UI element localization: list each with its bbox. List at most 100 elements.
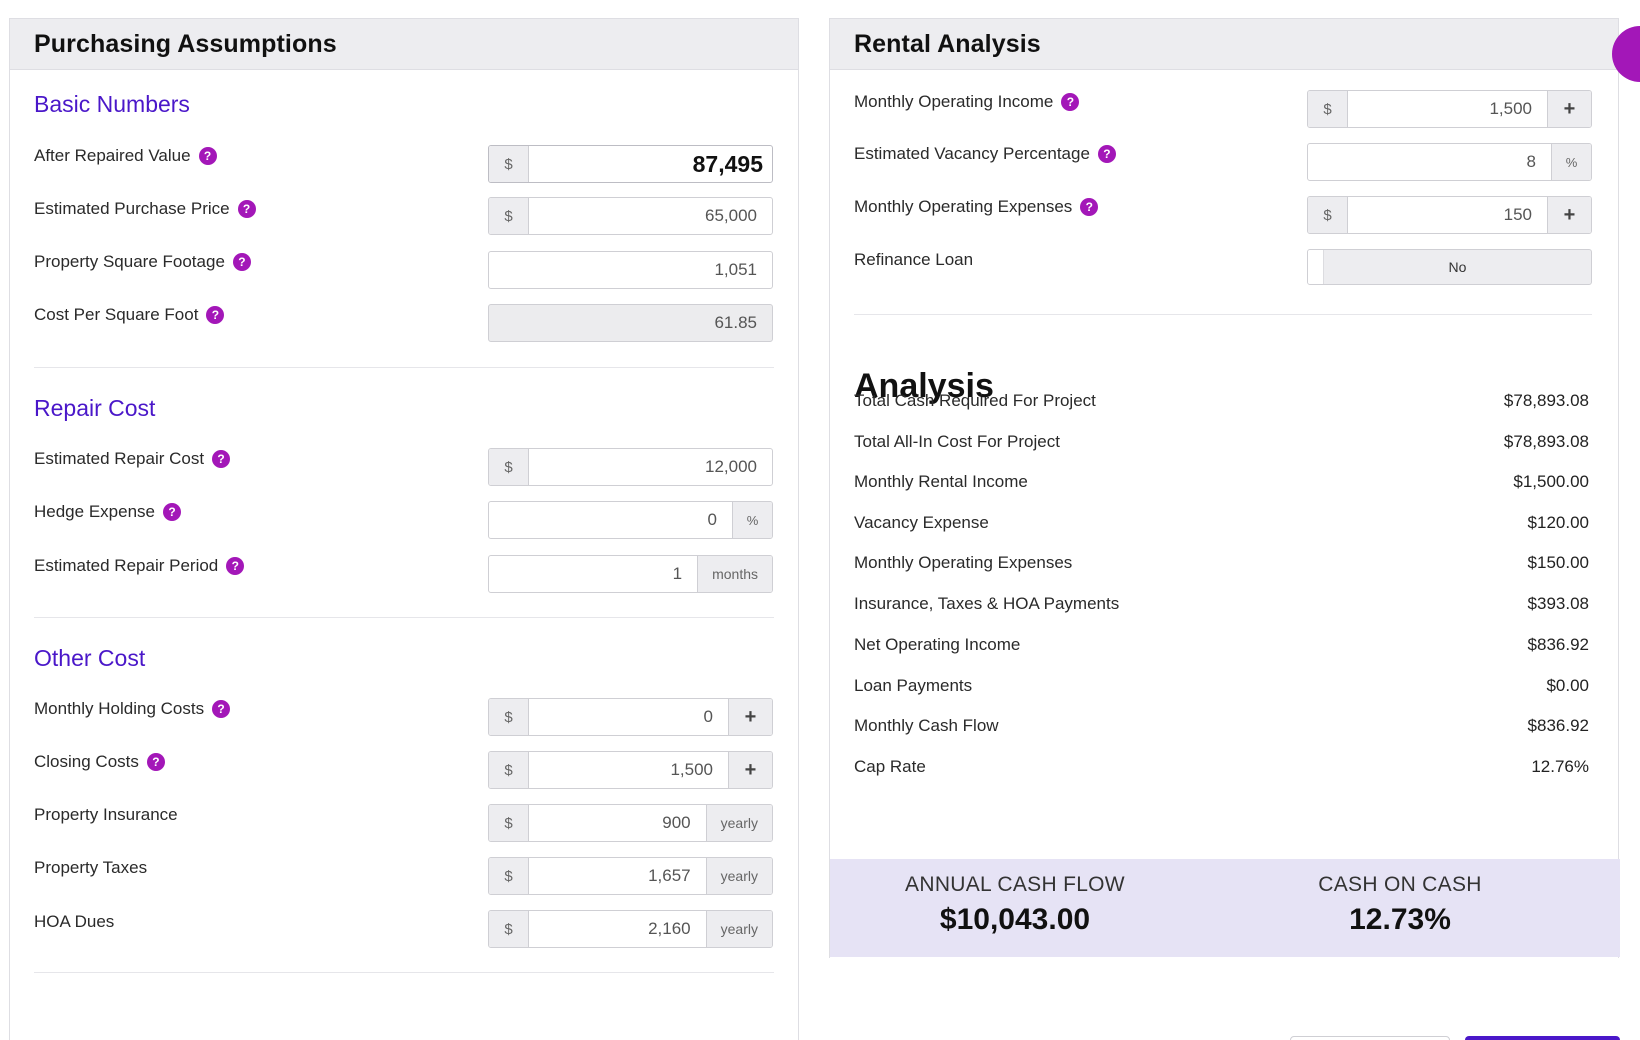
arv-label-text: After Repaired Value	[34, 146, 191, 165]
help-icon[interactable]: ?	[226, 557, 245, 575]
dollar-prefix: $	[489, 198, 529, 234]
operating-income-label: Monthly Operating Income ?	[854, 92, 1080, 112]
analysis-row-value: $393.08	[1527, 594, 1589, 613]
operating-expenses-input[interactable]: $ 150 +	[1307, 196, 1592, 234]
annual-cash-flow: ANNUAL CASH FLOW $10,043.00	[900, 873, 1130, 937]
analysis-row-label: Monthly Operating Expenses	[854, 553, 1073, 572]
analysis-row-label: Loan Payments	[854, 676, 973, 695]
help-icon[interactable]: ?	[198, 147, 217, 165]
percent-suffix: %	[732, 502, 772, 538]
vacancy-percentage-input[interactable]: 8 %	[1307, 143, 1592, 181]
analysis-row: Net Operating Income $836.92	[854, 635, 1589, 655]
annual-cash-flow-label: ANNUAL CASH FLOW	[905, 873, 1125, 896]
analysis-row-value: $1,500.00	[1513, 472, 1589, 491]
purchase-price-value[interactable]: 65,000	[705, 206, 757, 225]
refinance-loan-value: No	[1448, 259, 1467, 275]
help-icon[interactable]: ?	[212, 700, 231, 718]
toggle-knob[interactable]	[1308, 250, 1324, 284]
help-icon[interactable]: ?	[1061, 93, 1080, 111]
hoa-dues-value[interactable]: 2,160	[648, 919, 691, 938]
help-icon[interactable]: ?	[212, 450, 231, 468]
property-insurance-value[interactable]: 900	[662, 813, 691, 832]
cash-on-cash: CASH ON CASH 12.73%	[1300, 873, 1500, 937]
closing-costs-input[interactable]: $ 1,500 +	[488, 751, 773, 789]
help-icon[interactable]: ?	[1080, 198, 1099, 216]
holding-costs-input[interactable]: $ 0 +	[488, 698, 773, 736]
primary-button[interactable]	[1465, 1036, 1620, 1040]
hedge-expense-input[interactable]: 0 %	[488, 501, 773, 539]
analysis-row-label: Total Cash Required For Project	[854, 391, 1096, 410]
plus-icon[interactable]: +	[1547, 91, 1591, 127]
square-footage-input[interactable]: 1,051	[488, 251, 773, 289]
repair-cost-value[interactable]: 12,000	[705, 457, 757, 476]
hoa-dues-label: HOA Dues	[34, 912, 115, 931]
operating-income-label-text: Monthly Operating Income	[854, 92, 1054, 111]
rental-analysis-panel: Rental Analysis Monthly Operating Income…	[829, 18, 1620, 958]
hedge-expense-label: Hedge Expense ?	[34, 502, 181, 522]
dollar-prefix: $	[1308, 197, 1348, 233]
property-insurance-input[interactable]: $ 900 yearly	[488, 804, 773, 842]
operating-income-value[interactable]: 1,500	[1489, 99, 1532, 118]
help-icon[interactable]: ?	[1097, 145, 1116, 163]
dollar-prefix: $	[489, 858, 529, 894]
plus-icon[interactable]: +	[728, 699, 772, 735]
hedge-expense-value[interactable]: 0	[707, 510, 717, 529]
analysis-row-value: $150.00	[1527, 553, 1589, 572]
cost-per-sqft-label: Cost Per Square Foot ?	[34, 305, 225, 325]
analysis-row: Total All-In Cost For Project $78,893.08	[854, 432, 1589, 452]
vacancy-percentage-value[interactable]: 8	[1526, 152, 1536, 171]
vacancy-percentage-label: Estimated Vacancy Percentage ?	[854, 144, 1116, 164]
analysis-row-value: $836.92	[1527, 635, 1589, 654]
other-cost-title: Other Cost	[34, 645, 146, 671]
analysis-title: Analysis	[854, 367, 994, 405]
analysis-row: Vacancy Expense $120.00	[854, 513, 1589, 533]
analysis-row-value: $0.00	[1546, 676, 1589, 695]
closing-costs-value[interactable]: 1,500	[670, 760, 713, 779]
help-icon[interactable]: ?	[162, 503, 181, 521]
hedge-expense-label-text: Hedge Expense	[34, 502, 155, 521]
operating-expenses-label: Monthly Operating Expenses ?	[854, 197, 1099, 217]
annual-cash-flow-value: $10,043.00	[939, 903, 1091, 936]
operating-income-input[interactable]: $ 1,500 +	[1307, 90, 1592, 128]
analysis-row-value: $78,893.08	[1503, 391, 1589, 410]
analysis-row: Loan Payments $0.00	[854, 676, 1589, 696]
repair-period-value[interactable]: 1	[672, 564, 683, 583]
closing-costs-label: Closing Costs ?	[34, 752, 165, 772]
help-icon[interactable]: ?	[146, 753, 165, 771]
cash-on-cash-value: 12.73%	[1349, 903, 1451, 936]
operating-expenses-value[interactable]: 150	[1503, 205, 1532, 224]
arv-value[interactable]: 87,495	[692, 150, 763, 177]
purchase-price-input[interactable]: $ 65,000	[488, 197, 773, 235]
arv-input[interactable]: $ 87,495	[488, 145, 773, 183]
square-footage-label-text: Property Square Footage	[34, 252, 225, 271]
cash-on-cash-label: CASH ON CASH	[1318, 873, 1482, 896]
vacancy-percentage-label-text: Estimated Vacancy Percentage	[854, 144, 1090, 163]
secondary-button[interactable]	[1290, 1036, 1450, 1040]
property-taxes-input[interactable]: $ 1,657 yearly	[488, 857, 773, 895]
plus-icon[interactable]: +	[1547, 197, 1591, 233]
help-icon[interactable]: ?	[232, 253, 251, 271]
plus-icon[interactable]: +	[728, 752, 772, 788]
analysis-row-label: Net Operating Income	[854, 635, 1021, 654]
help-icon[interactable]: ?	[206, 306, 225, 324]
property-taxes-value[interactable]: 1,657	[648, 866, 691, 885]
analysis-row-value: 12.76%	[1531, 757, 1589, 776]
refinance-loan-label: Refinance Loan	[854, 250, 974, 269]
repair-period-label: Estimated Repair Period ?	[34, 556, 245, 576]
analysis-row-value: $120.00	[1527, 513, 1589, 532]
section-divider	[34, 972, 774, 973]
refinance-loan-toggle[interactable]: No	[1307, 249, 1592, 285]
yearly-suffix: yearly	[705, 805, 772, 841]
square-footage-value[interactable]: 1,051	[714, 260, 757, 279]
help-icon[interactable]: ?	[237, 200, 256, 218]
holding-costs-label-text: Monthly Holding Costs	[34, 699, 205, 718]
yearly-suffix: yearly	[705, 858, 772, 894]
analysis-row: Monthly Cash Flow $836.92	[854, 716, 1589, 736]
yearly-suffix: yearly	[705, 911, 772, 947]
analysis-row: Total Cash Required For Project $78,893.0…	[854, 391, 1589, 411]
hoa-dues-input[interactable]: $ 2,160 yearly	[488, 910, 773, 948]
dollar-prefix: $	[489, 146, 529, 182]
repair-cost-input[interactable]: $ 12,000	[488, 448, 773, 486]
repair-period-input[interactable]: 1 months	[488, 555, 773, 593]
holding-costs-value[interactable]: 0	[703, 707, 713, 726]
